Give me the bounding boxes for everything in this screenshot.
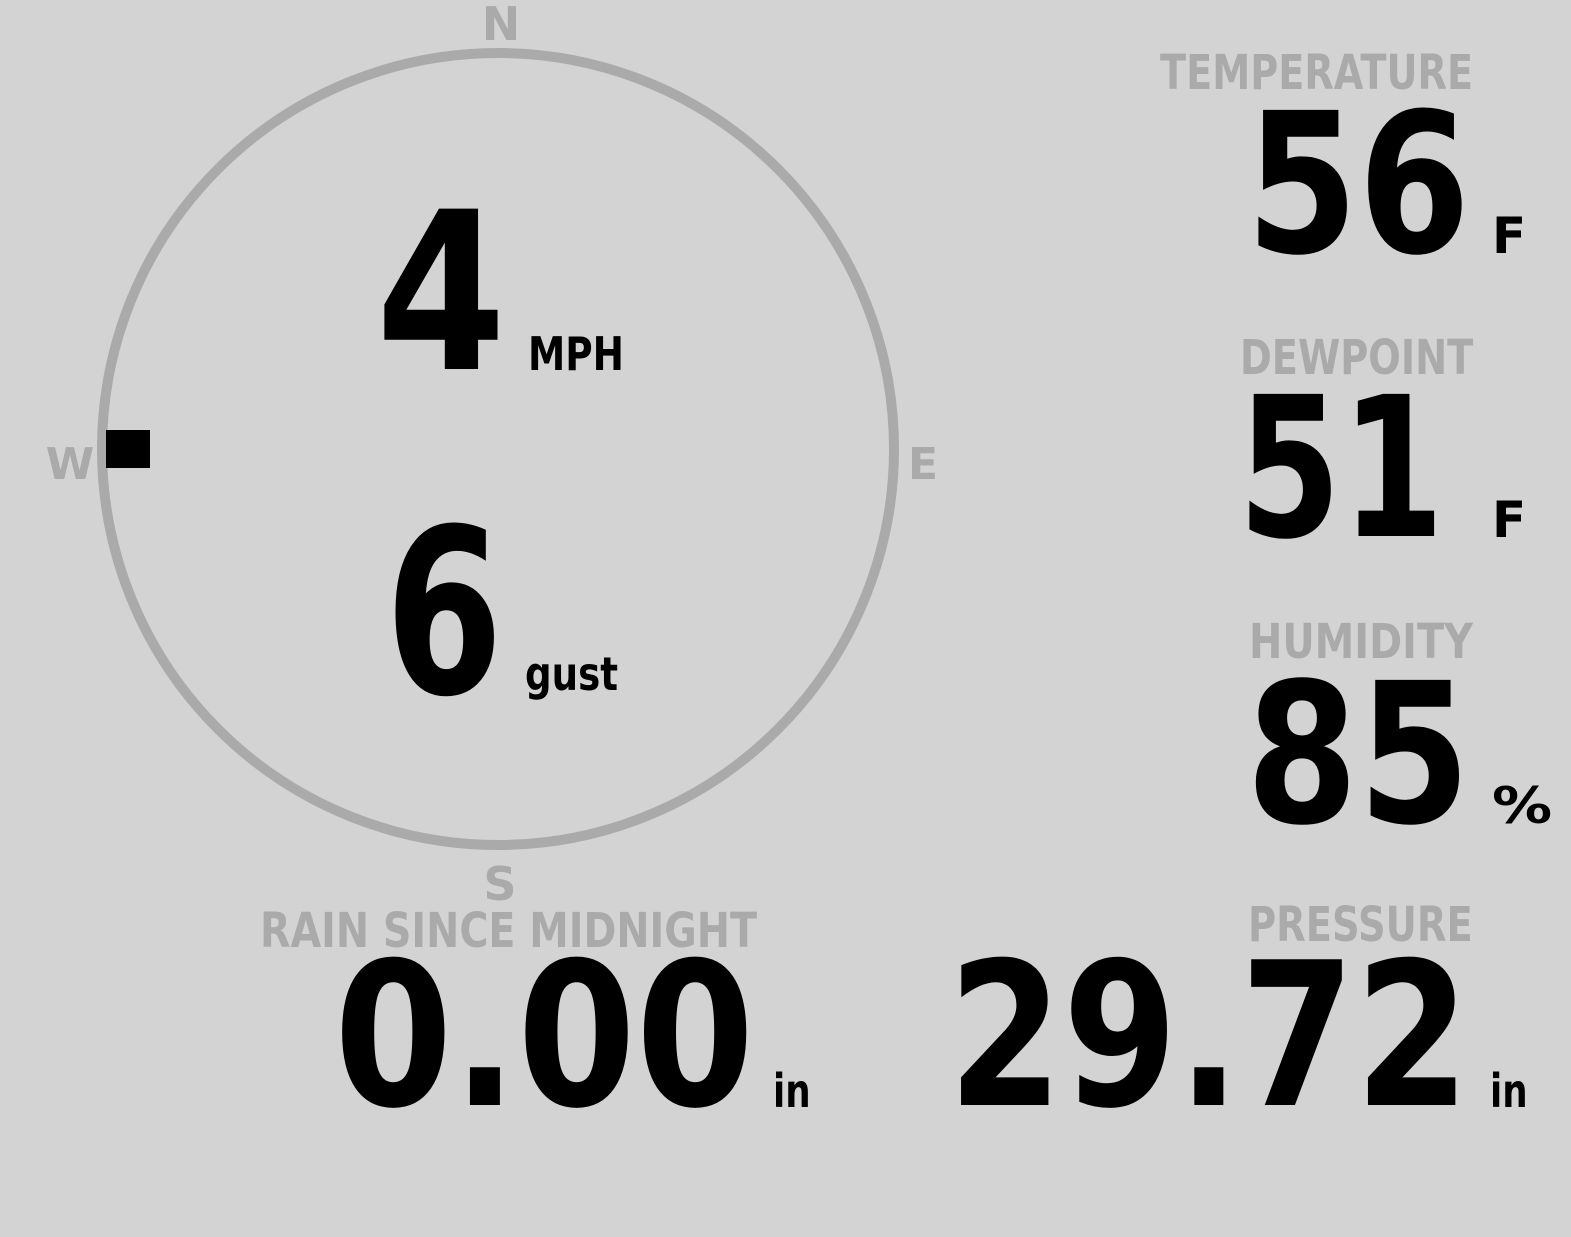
pressure-unit: in: [1490, 1064, 1528, 1118]
rain-value: 0.00: [334, 920, 755, 1153]
humidity-label: HUMIDITY: [1249, 614, 1473, 670]
pressure-value: 29.72: [948, 920, 1470, 1153]
compass-west-label: W: [45, 439, 95, 490]
temperature-unit: F: [1492, 207, 1527, 265]
wind-gust-value: 6: [385, 481, 504, 748]
compass-east-label: E: [907, 439, 939, 490]
humidity-unit: %: [1492, 777, 1553, 835]
temperature-value: 56: [1246, 71, 1471, 298]
wind-gust-unit: gust: [525, 647, 619, 701]
pressure-label: PRESSURE: [1248, 897, 1473, 953]
dewpoint-unit: F: [1492, 491, 1527, 549]
compass-south-label: S: [483, 857, 517, 911]
rain-unit: in: [773, 1064, 811, 1118]
compass-dial: [97, 48, 899, 850]
wind-direction-marker: [106, 430, 150, 468]
dewpoint-value: 51: [1238, 355, 1445, 582]
humidity-value: 85: [1246, 641, 1471, 868]
dewpoint-label: DEWPOINT: [1240, 330, 1474, 386]
temperature-label: TEMPERATURE: [1160, 45, 1474, 101]
compass-north-label: N: [481, 0, 521, 51]
wind-speed-value: 4: [376, 165, 507, 421]
wind-speed-unit: MPH: [528, 327, 624, 381]
rain-label: RAIN SINCE MIDNIGHT: [260, 903, 757, 959]
